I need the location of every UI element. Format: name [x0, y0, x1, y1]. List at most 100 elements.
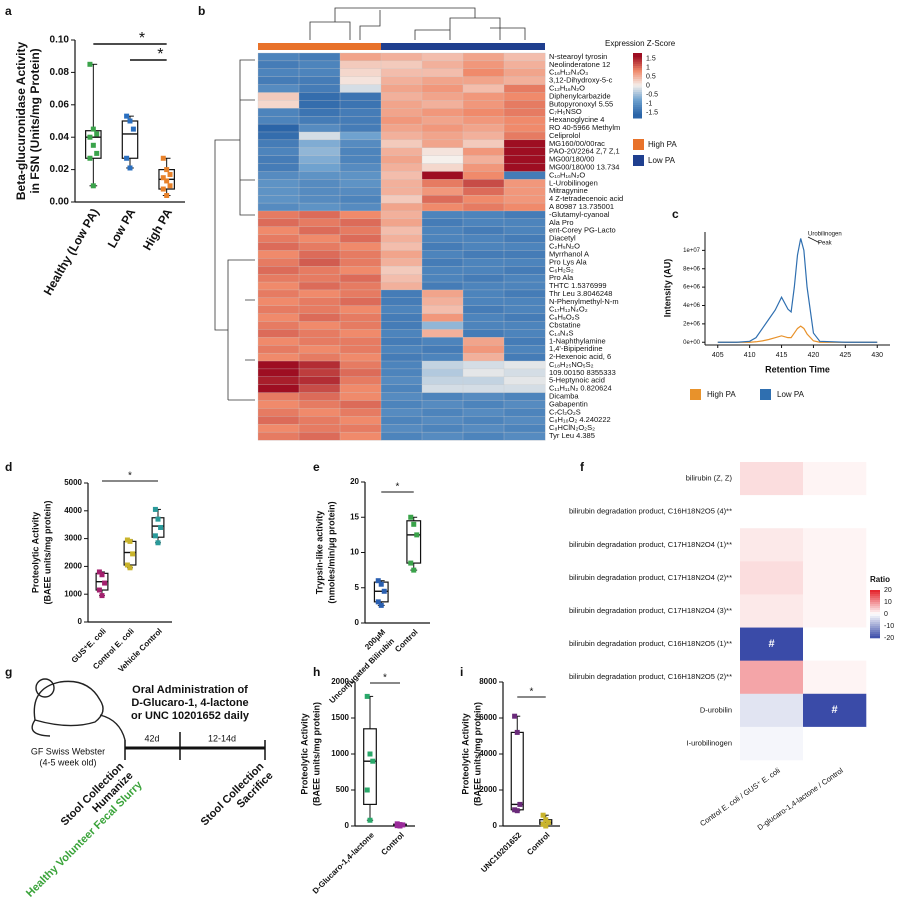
heatmap-cell	[462, 337, 505, 346]
heatmap-cell	[740, 726, 804, 761]
heatmap-cell	[503, 258, 546, 267]
heatmap-cell	[462, 392, 505, 401]
heatmap-cell	[503, 368, 546, 378]
heatmap-cell	[462, 329, 505, 338]
heatmap-cell	[339, 368, 382, 378]
heatmap-cell	[462, 321, 505, 330]
heatmap-cell	[298, 289, 341, 299]
colorbar-step	[633, 63, 642, 67]
heatmap-cell	[503, 116, 546, 125]
row-label: Hexanoglycine 4	[549, 115, 604, 124]
heatmap-cell	[339, 202, 382, 212]
heatmap-cell	[298, 155, 341, 165]
heatmap-cell	[380, 392, 423, 401]
heatmap-cell	[257, 139, 300, 149]
row-label: Mitragynine	[549, 186, 588, 195]
heatmap-cell	[339, 289, 382, 299]
significance-label: *	[128, 471, 132, 482]
point	[130, 126, 136, 132]
y-tick-label: 500	[336, 785, 350, 794]
row-label: bilirubin degradation product, C16H18N2O…	[569, 672, 732, 681]
x-tick-label: Unconjugated Bilirubin	[328, 636, 397, 705]
colorbar-step	[870, 594, 880, 597]
point	[155, 540, 161, 546]
row-label: Diphenylcarbazide	[549, 91, 611, 100]
timeline	[124, 732, 266, 760]
heatmap-cell	[421, 289, 464, 299]
heatmap-cell	[298, 266, 341, 275]
heatmap-cell	[740, 561, 804, 595]
row-label: bilirubin degradation product, C17H18N2O…	[569, 573, 732, 582]
heatmap-cell	[462, 281, 505, 291]
heatmap-cell	[380, 84, 423, 93]
y-tick-label: 2000	[64, 562, 82, 571]
heatmap-cell	[503, 218, 546, 228]
row-label: N-Phenylmethyl-N-m	[549, 297, 619, 306]
heatmap-cell	[257, 250, 300, 259]
heatmap-cell	[257, 68, 300, 78]
colorbar-tick-label: 1	[646, 64, 650, 71]
row-label: C₇H₅NSO	[549, 107, 582, 116]
heatmap-cell	[339, 305, 382, 315]
heatmap-cell	[339, 297, 382, 307]
heatmap-cell	[421, 266, 464, 275]
heatmap-cell	[257, 273, 300, 283]
heatmap-cell	[421, 242, 464, 251]
heatmap-cell	[298, 92, 341, 101]
heatmap-cell	[380, 258, 423, 267]
row-label: C₁₄N₄S	[549, 328, 574, 337]
point	[545, 819, 551, 825]
heatmap-cell	[740, 462, 804, 496]
heatmap-cell	[257, 202, 300, 212]
heatmap-cell	[380, 171, 423, 180]
heatmap-cell	[257, 289, 300, 299]
heatmap-cell	[339, 424, 382, 433]
heatmap-cell	[380, 266, 423, 275]
heatmap-cell	[339, 187, 382, 196]
heatmap-cell	[462, 84, 505, 93]
heatmap-cell	[462, 305, 505, 315]
heatmap-cell	[257, 329, 300, 338]
point	[543, 817, 549, 823]
heatmap-cell	[298, 313, 341, 322]
heatmap-cell	[339, 384, 382, 394]
heatmap-cell	[503, 250, 546, 259]
heatmap-cell	[462, 273, 505, 283]
heatmap-cell	[380, 202, 423, 212]
heatmap-cell	[298, 108, 341, 117]
panel-label: c	[672, 207, 679, 221]
row-label: 5-Heptynoic acid	[549, 376, 605, 385]
heatmap-cell	[380, 76, 423, 86]
treatment-label: D-Glucaro-1, 4-lactone	[131, 697, 248, 709]
point	[124, 113, 130, 119]
point	[124, 155, 130, 161]
heatmap-cell	[298, 258, 341, 267]
x-tick-label: 430	[871, 352, 883, 359]
y-tick-label: 0e+00	[683, 340, 701, 346]
y-tick-label: 1000	[64, 589, 82, 598]
heatmap-cell	[380, 60, 423, 70]
row-label: A 80987 13.735001	[549, 202, 614, 211]
x-tick-label: 420	[808, 352, 820, 359]
row-label: -Glutamyl-cyanoal	[549, 210, 610, 219]
legend-label: Low PA	[648, 156, 676, 165]
heatmap-cell	[421, 321, 464, 330]
column-annotation	[422, 43, 463, 50]
heatmap-cell	[380, 195, 423, 204]
colorbar-step	[633, 109, 642, 112]
column-annotation	[299, 43, 340, 50]
y-axis-label: in FSN (Units/mg Protein)	[28, 48, 42, 193]
right-steps: Stool Collection Sacrifice	[199, 760, 276, 828]
heatmap-cell	[298, 297, 341, 307]
heatmap-cell	[803, 660, 867, 695]
point	[364, 693, 370, 699]
heatmap-cell	[257, 116, 300, 125]
heatmap-cell	[803, 528, 867, 562]
x-tick-label: High PA	[140, 206, 175, 253]
row-label: C₆H₉O₂S	[549, 313, 580, 322]
x-tick-label: 405	[712, 352, 724, 359]
colorbar-step	[633, 113, 642, 117]
row-label: C₁₁H₁₁N₂ 0.820624	[549, 384, 612, 393]
heatmap-cell	[503, 155, 546, 165]
colorbar-step	[870, 592, 880, 595]
